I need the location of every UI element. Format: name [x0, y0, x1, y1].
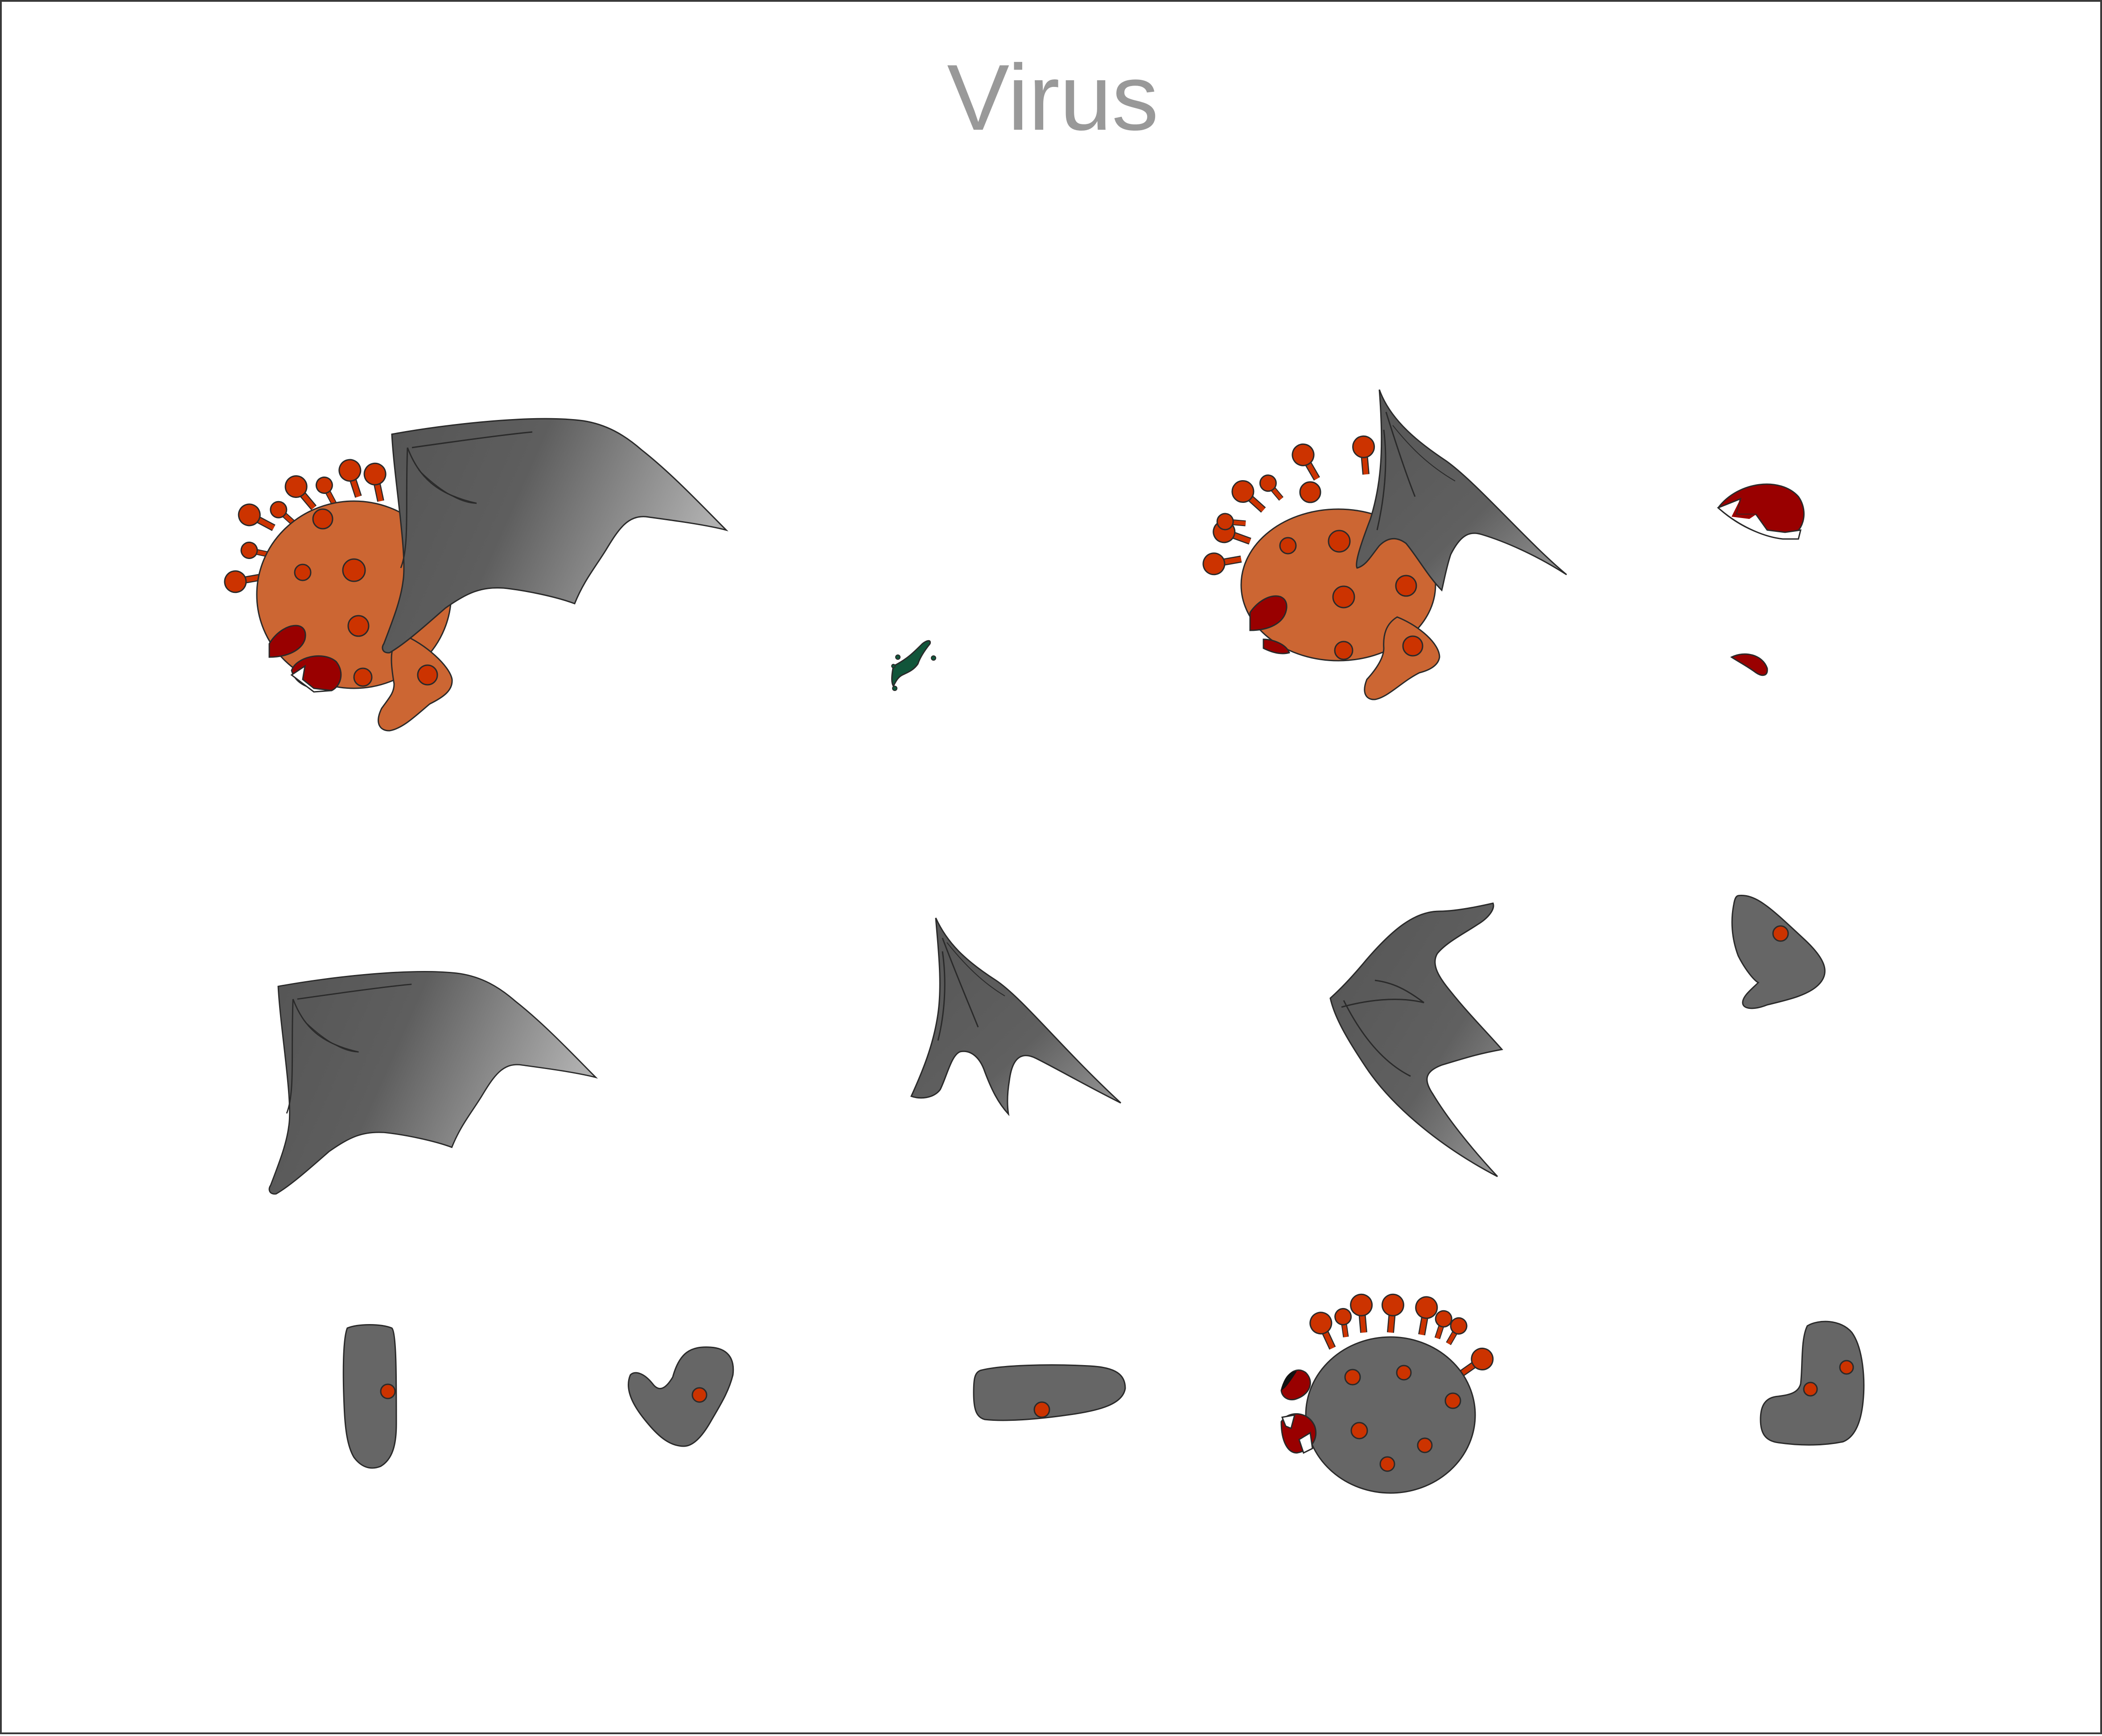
mouth-open-part: [1717, 483, 1805, 540]
foot-l-part: [1760, 1321, 1865, 1446]
body-gray-part: [1280, 1293, 1497, 1494]
wing-raised-part: [910, 917, 1122, 1116]
wing-spread-part: [268, 971, 596, 1195]
virus-winged-frame-2: [1201, 389, 1567, 700]
foot-bent-part: [1731, 895, 1826, 1009]
leg-straight-part: [342, 1324, 397, 1469]
slime-splat-effect: [891, 640, 936, 691]
arm-bent-part: [628, 1346, 734, 1447]
sheet-title: Virus: [947, 45, 1159, 150]
wing-folded-part: [1329, 902, 1503, 1177]
mouth-closed-part: [1730, 653, 1768, 676]
limb-horizontal-part: [973, 1364, 1126, 1421]
virus-winged-frame-1: [223, 418, 727, 732]
